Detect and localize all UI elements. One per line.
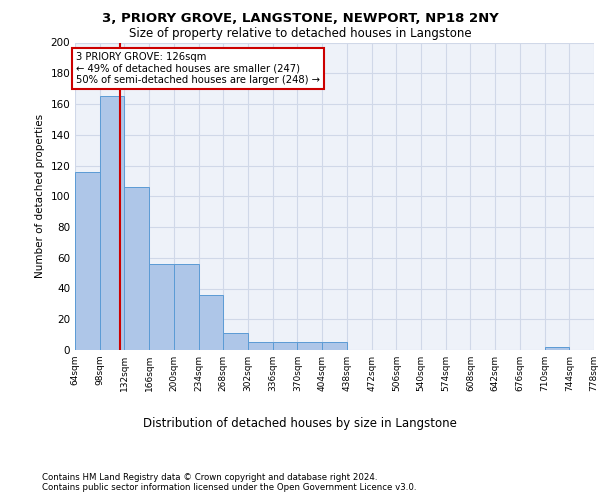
Bar xyxy=(75,172,100,350)
Bar xyxy=(322,342,347,350)
Y-axis label: Number of detached properties: Number of detached properties xyxy=(35,114,45,278)
Text: Distribution of detached houses by size in Langstone: Distribution of detached houses by size … xyxy=(143,418,457,430)
Bar xyxy=(248,342,273,350)
Bar xyxy=(124,187,149,350)
Text: 3, PRIORY GROVE, LANGSTONE, NEWPORT, NP18 2NY: 3, PRIORY GROVE, LANGSTONE, NEWPORT, NP1… xyxy=(101,12,499,26)
Text: Contains public sector information licensed under the Open Government Licence v3: Contains public sector information licen… xyxy=(42,482,416,492)
Bar xyxy=(199,294,223,350)
Bar xyxy=(273,342,298,350)
Bar xyxy=(174,264,199,350)
Bar xyxy=(223,333,248,350)
Bar xyxy=(298,342,322,350)
Bar xyxy=(100,96,124,350)
Bar xyxy=(545,347,569,350)
Text: Contains HM Land Registry data © Crown copyright and database right 2024.: Contains HM Land Registry data © Crown c… xyxy=(42,472,377,482)
Text: 3 PRIORY GROVE: 126sqm
← 49% of detached houses are smaller (247)
50% of semi-de: 3 PRIORY GROVE: 126sqm ← 49% of detached… xyxy=(76,52,320,85)
Text: Size of property relative to detached houses in Langstone: Size of property relative to detached ho… xyxy=(128,28,472,40)
Bar xyxy=(149,264,174,350)
